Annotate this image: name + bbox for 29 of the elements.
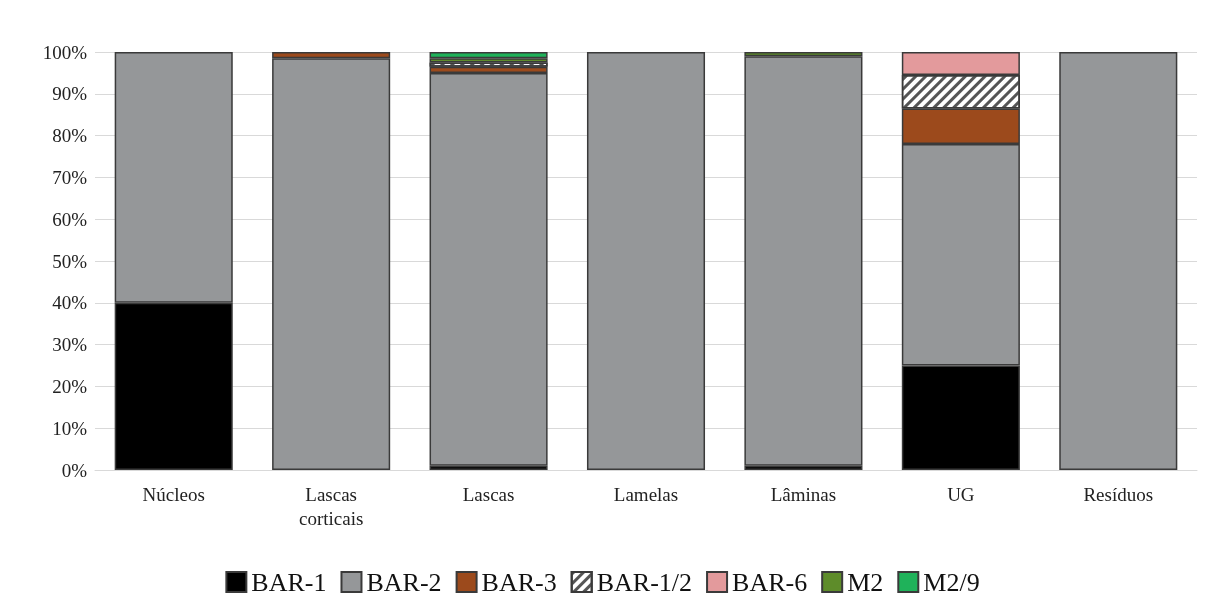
y-tick-label: 10%: [52, 417, 88, 439]
legend-label: BAR-1: [251, 567, 327, 597]
y-tick-label: 50%: [52, 250, 88, 272]
x-tick-label: Resíduos: [1083, 483, 1154, 505]
legend-label: BAR-1/2: [596, 567, 693, 597]
bar: [1059, 52, 1178, 470]
y-tick-label: 90%: [52, 83, 88, 105]
y-tick-label: 70%: [52, 166, 88, 188]
x-tick-label: Núcleos: [142, 483, 205, 505]
y-tick-label: 100%: [42, 41, 88, 63]
bar: [744, 56, 863, 466]
x-tick-label: Lascas: [462, 483, 515, 505]
bar: [429, 52, 548, 59]
y-tick-label: 80%: [52, 125, 88, 147]
legend-label: BAR-3: [481, 567, 557, 597]
y-tick-label: 40%: [52, 292, 88, 314]
y-tick-label: 0%: [61, 459, 88, 481]
bar: [586, 52, 706, 470]
legend-label: BAR-6: [732, 567, 808, 597]
y-tick-label: 60%: [52, 208, 88, 230]
legend-label: M2/9: [923, 567, 980, 597]
x-tick-label: Lâminas: [770, 483, 837, 505]
legend-label: BAR-2: [366, 567, 442, 597]
y-tick-label: 30%: [52, 334, 88, 356]
legend-label: M2: [847, 567, 884, 597]
x-tick-label: UG: [947, 483, 975, 505]
x-tick-label: Lamelas: [613, 483, 679, 505]
y-tick-label: 20%: [52, 375, 88, 397]
x-tick-label: Lascas corticais: [298, 483, 364, 529]
